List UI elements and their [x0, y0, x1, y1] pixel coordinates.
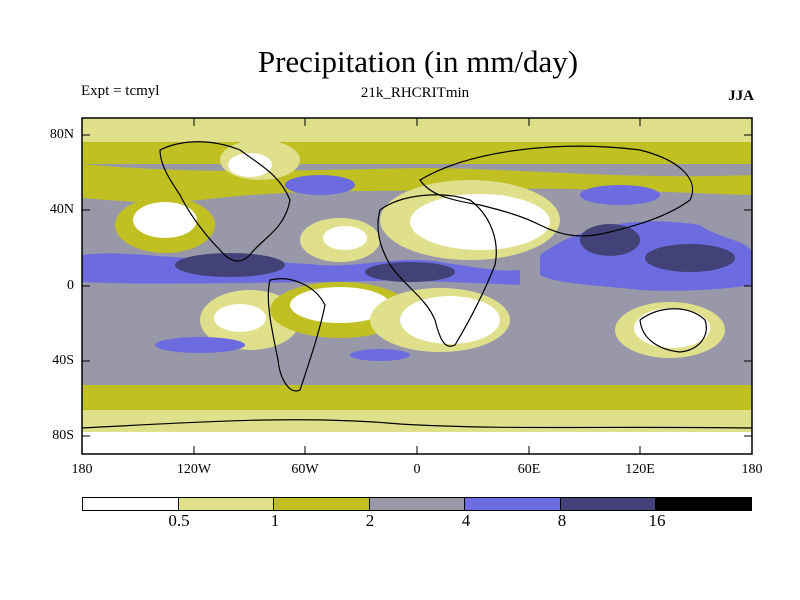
lon-tick-60w: 60W [291, 462, 319, 477]
colorbar-swatch-4 [369, 498, 466, 510]
page-title: Precipitation (in mm/day) [257, 44, 579, 79]
south-america-dry [290, 287, 390, 323]
eurasia-coast [419, 145, 694, 237]
lat-tick-40n: 40N [49, 202, 74, 217]
season-label: JJA [728, 88, 754, 104]
colorbar-label-1: 1 [270, 511, 280, 530]
south-atlantic-wet [350, 349, 410, 361]
africa-coast [377, 194, 497, 347]
axis-tick-marks [81, 118, 753, 454]
colorbar-swatch-2 [178, 498, 275, 510]
southern-ocean-band [82, 385, 752, 410]
colorbar-swatch-3 [274, 498, 370, 510]
lon-tick-60e: 60E [517, 462, 541, 477]
sahara [410, 194, 550, 250]
lon-tick-120w: 120W [176, 462, 212, 477]
colorbar-label-2: 2 [365, 511, 375, 530]
colorbar-swatch-5 [465, 498, 561, 510]
southeast-pacific-dry [214, 304, 266, 332]
south-pacific-wet [155, 337, 245, 353]
lon-tick-180w: 180 [71, 462, 93, 477]
experiment-label: Expt = tcmyl [81, 83, 160, 99]
run-name-label: 21k_RHCRITmin [360, 85, 470, 101]
north-pacific-high [133, 202, 197, 238]
subantarctic-band [82, 410, 752, 432]
colorbar-swatch-6 [560, 498, 657, 510]
colorbar-label-4: 4 [461, 511, 471, 530]
antarctic-dry [82, 432, 752, 454]
lon-tick-180e: 180 [741, 462, 763, 477]
colorbar-swatch-1 [83, 498, 179, 510]
lon-tick-0: 0 [413, 462, 421, 477]
north-atlantic-wet [285, 175, 355, 195]
lat-tick-40s: 40S [52, 353, 74, 368]
lon-tick-120e: 120E [625, 462, 655, 477]
south-america-coast [267, 278, 326, 392]
lat-tick-80s: 80S [52, 428, 74, 443]
antarctica-coast [81, 419, 753, 429]
west-pacific-core [645, 244, 735, 272]
colorbar [82, 497, 752, 511]
colorbar-label-8: 8 [557, 511, 567, 530]
itcz-pacific-core [175, 253, 285, 277]
colorbar-label-0-5: 0.5 [168, 511, 190, 530]
australia-coast [639, 308, 707, 353]
bay-of-bengal-core [580, 224, 640, 256]
coastlines [81, 141, 753, 429]
colorbar-label-16: 16 [648, 511, 666, 530]
australia-dry [634, 308, 710, 348]
itcz-africa-core [365, 262, 455, 282]
greenland-dry [228, 153, 272, 177]
north-america-coast [159, 141, 291, 262]
lat-tick-80n: 80N [49, 127, 74, 142]
azores-high [323, 226, 367, 250]
lat-tick-0: 0 [67, 278, 74, 293]
colorbar-swatch-7 [656, 498, 752, 510]
north-pacific-wet [580, 185, 660, 205]
southern-africa-dry [400, 296, 500, 344]
